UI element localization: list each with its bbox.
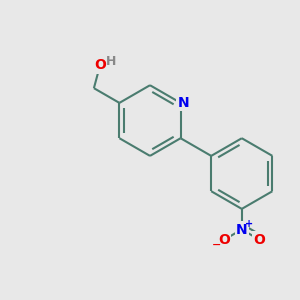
Text: O: O: [254, 233, 266, 247]
Text: O: O: [94, 58, 106, 72]
Text: H: H: [106, 56, 116, 68]
Text: +: +: [245, 219, 253, 229]
Text: −: −: [212, 240, 221, 250]
Text: O: O: [218, 233, 230, 247]
Text: N: N: [236, 223, 248, 236]
Text: N: N: [178, 96, 189, 110]
